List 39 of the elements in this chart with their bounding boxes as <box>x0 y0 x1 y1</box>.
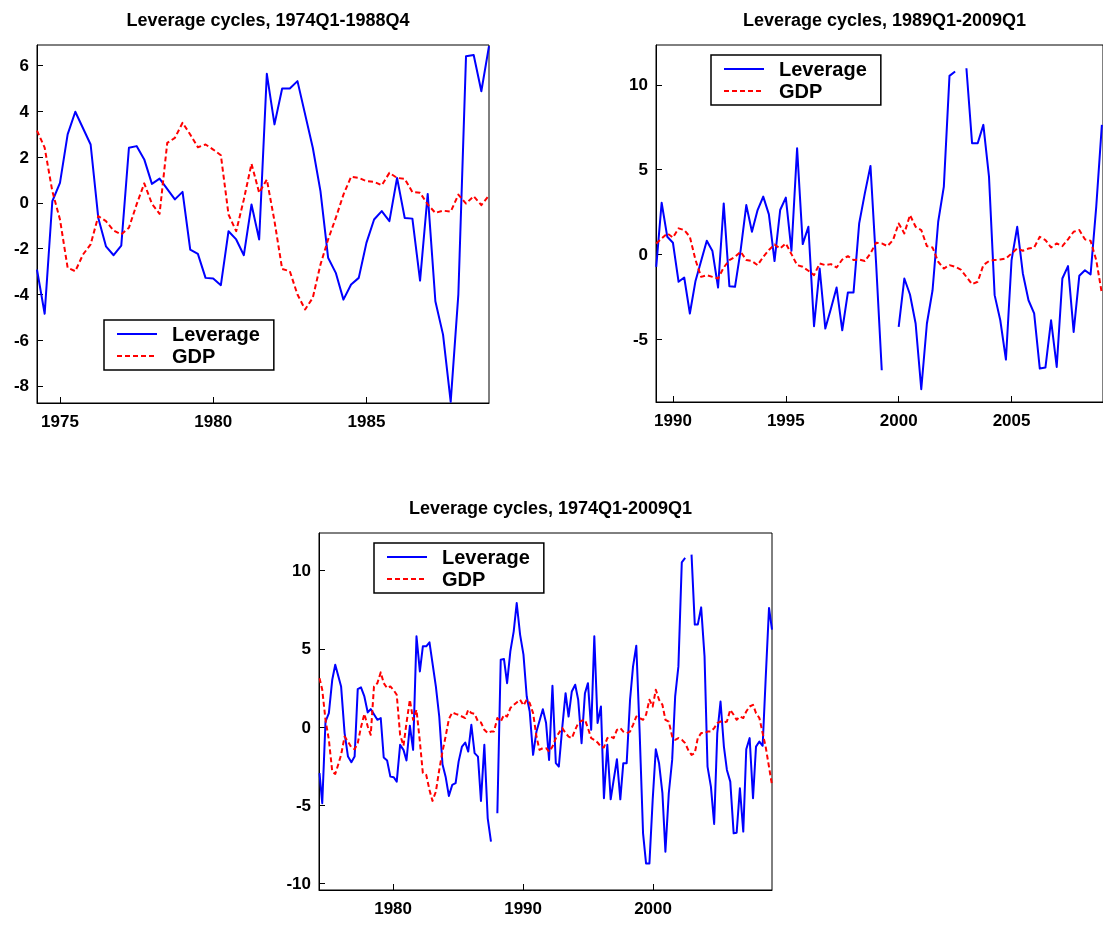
y-tick-label: 0 <box>19 193 29 213</box>
x-tick-label: 2000 <box>634 899 672 918</box>
legend-label: GDP <box>172 345 216 367</box>
y-tick-label: -5 <box>295 795 311 815</box>
x-tick-label: 1990 <box>654 411 692 430</box>
line-series <box>36 45 490 403</box>
legend-label: Leverage <box>172 323 260 345</box>
x-tick-label: 1975 <box>41 412 79 431</box>
y-tick-label: 5 <box>301 639 311 659</box>
y-tick-label: 10 <box>629 75 648 95</box>
x-tick-label: 1980 <box>374 899 413 918</box>
x-tick-label: 2005 <box>992 411 1031 430</box>
y-tick-label: 6 <box>19 56 29 76</box>
y-tick-label: 10 <box>292 561 311 581</box>
line-series <box>36 121 490 311</box>
legend-label: GDP <box>442 568 486 590</box>
y-tick-label: 0 <box>638 244 648 264</box>
y-tick-label: 4 <box>19 101 30 121</box>
legend-label: GDP <box>779 80 823 102</box>
y-tick-label: 5 <box>638 160 648 180</box>
y-tick-label: -10 <box>286 874 311 894</box>
x-tick-label: 1985 <box>347 412 386 431</box>
chart-title: Leverage cycles, 1989Q1-2009Q1 <box>742 10 1027 30</box>
y-tick-label: -8 <box>13 376 29 396</box>
y-tick-label: -4 <box>13 284 30 304</box>
x-tick-label: 1995 <box>766 411 805 430</box>
y-tick-label: 2 <box>19 147 29 167</box>
y-tick-label: -2 <box>13 239 29 259</box>
x-tick-label: 1980 <box>194 412 233 431</box>
y-tick-label: -5 <box>632 329 648 349</box>
chart-title: Leverage cycles, 1974Q1-2009Q1 <box>408 498 693 518</box>
legend-label: Leverage <box>442 546 530 568</box>
legend-label: Leverage <box>779 58 867 80</box>
x-tick-label: 2000 <box>879 411 918 430</box>
line-series <box>318 671 773 802</box>
chart-title: Leverage cycles, 1974Q1-1988Q4 <box>126 10 410 30</box>
x-tick-label: 1990 <box>504 899 542 918</box>
y-tick-label: 0 <box>301 717 311 737</box>
y-tick-label: -6 <box>13 330 29 350</box>
